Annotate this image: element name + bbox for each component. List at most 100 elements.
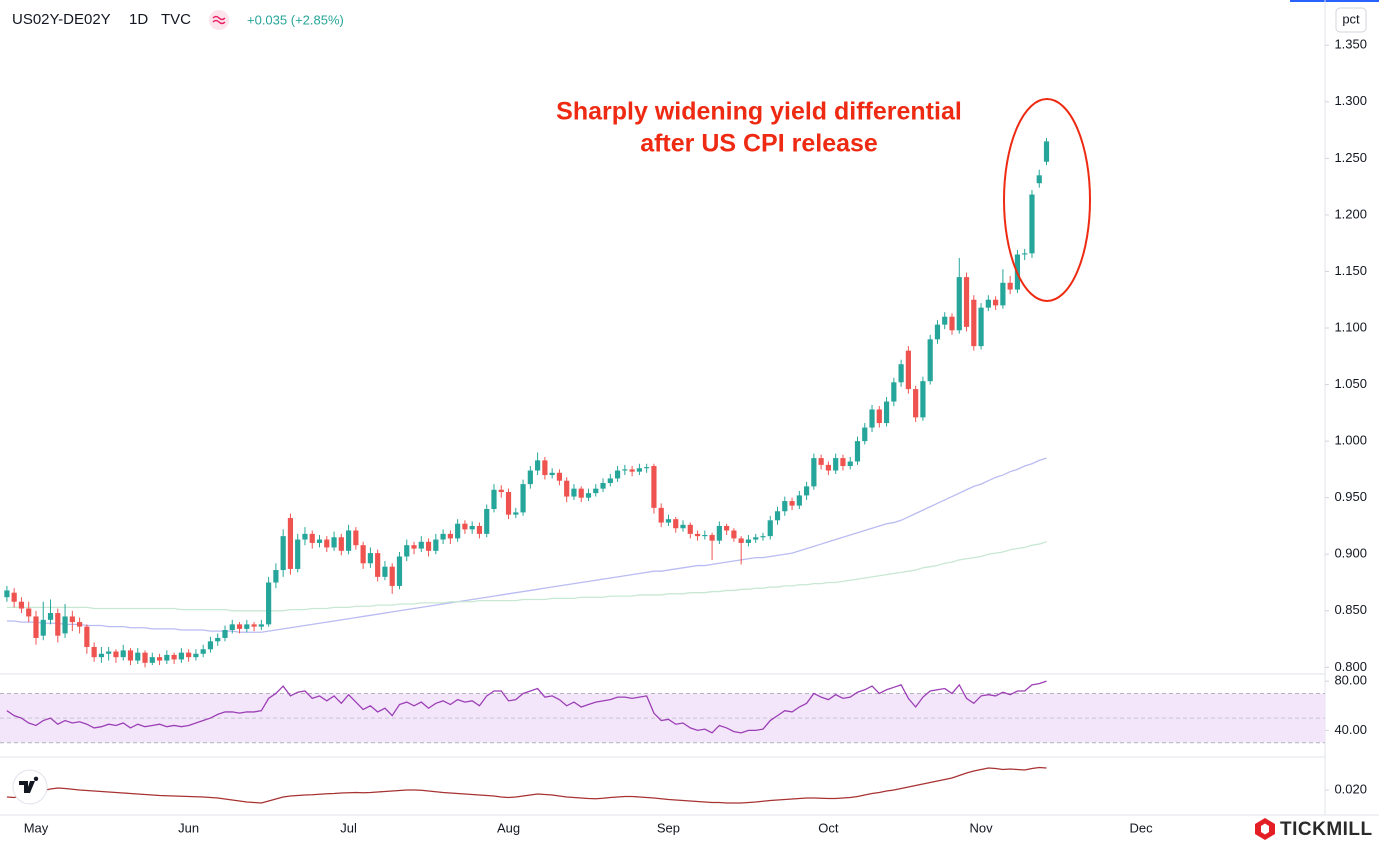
candle-body	[207, 641, 214, 650]
candle-body	[135, 652, 141, 661]
x-tick-label: Sep	[657, 820, 680, 835]
candle-body	[636, 468, 642, 472]
candle-body	[1043, 141, 1050, 162]
candle-body	[447, 533, 453, 539]
candle-body	[542, 460, 548, 476]
y-tick-label: 0.800	[1334, 659, 1367, 674]
candle-body	[1036, 175, 1042, 184]
x-tick-label: Nov	[970, 820, 994, 835]
candle-body	[833, 458, 839, 471]
candle-body	[811, 458, 817, 487]
y-tick-label: 1.150	[1334, 263, 1367, 278]
candle-body	[862, 427, 868, 442]
candle-body	[1007, 282, 1013, 290]
y-tick-label: 40.00	[1334, 722, 1367, 737]
candle-body	[251, 624, 257, 627]
x-tick-label: Oct	[818, 820, 839, 835]
candle-body	[731, 530, 737, 539]
candle-body	[469, 525, 475, 530]
interval[interactable]: 1D	[129, 11, 148, 28]
candle-body	[847, 461, 853, 467]
candle-body	[622, 469, 628, 471]
candle-body	[716, 525, 722, 541]
candle-body	[600, 482, 606, 489]
candle-body	[956, 277, 962, 331]
candle-body	[498, 489, 504, 493]
compare-icon[interactable]	[209, 10, 229, 30]
candle-body	[949, 316, 955, 331]
candle-body	[222, 630, 228, 638]
candle-body	[738, 538, 744, 543]
y-tick-label: 0.950	[1334, 489, 1367, 504]
candle-body	[905, 350, 911, 390]
source: TVC	[161, 11, 191, 28]
candle-body	[942, 316, 948, 325]
candle-body	[985, 299, 991, 308]
y-tick-label: 1.250	[1334, 150, 1367, 165]
candle-body	[578, 488, 584, 498]
candle-body	[113, 651, 119, 658]
candle-body	[360, 545, 366, 564]
y-tick-label: 1.200	[1334, 206, 1367, 221]
symbol[interactable]: US02Y-DE02Y	[12, 11, 111, 28]
candle-body	[462, 523, 468, 530]
candle-body	[77, 622, 83, 627]
candle-body	[193, 653, 199, 658]
candle-body	[127, 650, 134, 661]
candle-body	[62, 616, 68, 634]
candle-body	[818, 458, 824, 465]
candle-body	[186, 652, 192, 658]
candle-body	[484, 508, 490, 534]
candle-body	[535, 460, 541, 471]
unit-label: pct	[1342, 11, 1360, 26]
candle-body	[585, 493, 592, 498]
candle-body	[665, 519, 672, 523]
candle-body	[26, 608, 32, 617]
x-tick-label: May	[24, 820, 49, 835]
series-line	[6, 680, 1047, 734]
candle-body	[505, 492, 512, 515]
y-tick-label: 1.100	[1334, 319, 1367, 334]
candle-body	[18, 601, 25, 609]
candle-body	[40, 619, 46, 636]
y-tick-label: 1.300	[1334, 93, 1367, 108]
candle-body	[651, 466, 657, 508]
candle-body	[644, 467, 650, 469]
candle-body	[266, 582, 272, 625]
candle-body	[564, 480, 570, 497]
candle-body	[607, 478, 613, 483]
x-tick-label: Dec	[1129, 820, 1153, 835]
candle-body	[520, 484, 526, 513]
series-line	[6, 541, 1047, 612]
series-line	[6, 457, 1047, 633]
unit-box[interactable]	[1335, 7, 1367, 33]
candle-body	[854, 441, 861, 462]
candle-body	[295, 539, 301, 569]
candle-body	[658, 507, 664, 523]
y-tick-label: 0.850	[1334, 602, 1367, 617]
candle-body	[345, 530, 352, 551]
compare-glyph	[212, 15, 226, 25]
candle-body	[455, 523, 461, 539]
candle-body	[571, 488, 577, 497]
series-line	[6, 766, 1047, 804]
x-tick-label: Jul	[340, 820, 357, 835]
y-tick-label: 80.00	[1334, 673, 1367, 688]
candle-body	[491, 489, 497, 509]
tickmill-logo-inner	[1261, 823, 1269, 835]
candle-body	[302, 533, 308, 540]
candle-body	[527, 470, 533, 485]
candle-body	[433, 539, 439, 551]
candle-body	[680, 524, 686, 529]
candle-body	[673, 519, 679, 529]
candle-body	[367, 553, 373, 564]
plot-area: 1.350 1.300 1.250 1.200 1.150 1.100 1.050 1.000…	[0, 37, 1367, 835]
candle-body	[789, 501, 795, 506]
candle-body	[149, 657, 155, 663]
candle-body	[876, 409, 882, 424]
candle-body	[11, 592, 17, 602]
candle-body	[338, 537, 344, 551]
candle-body	[171, 654, 177, 660]
candle-body	[891, 382, 897, 402]
